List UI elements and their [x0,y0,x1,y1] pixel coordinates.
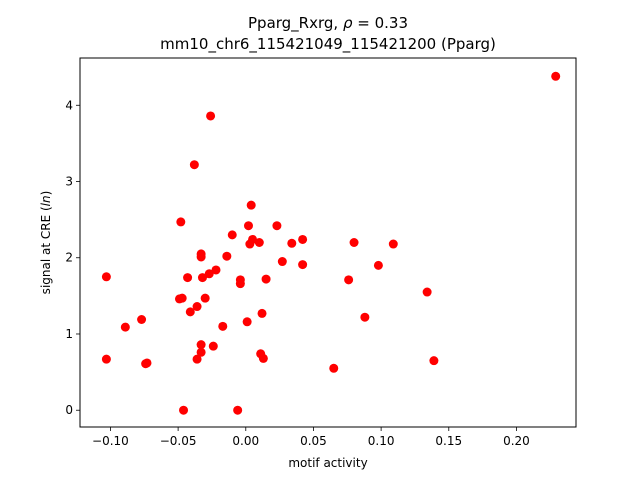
data-point [204,269,214,279]
data-point [189,160,199,170]
data-point [177,293,187,303]
data-point [137,315,147,325]
x-tick-label: 0.15 [435,434,462,448]
y-tick-label: 2 [65,251,73,265]
data-point [344,275,354,285]
data-point [233,405,243,415]
x-tick-label: 0.20 [503,434,530,448]
data-point [242,317,252,327]
x-tick-label: −0.05 [160,434,197,448]
data-point [551,71,561,81]
data-point [235,279,245,289]
data-point [349,238,359,247]
data-point [329,363,339,373]
data-point [208,341,218,351]
data-point [243,221,253,231]
data-point [254,238,264,247]
data-point [261,274,271,284]
data-point [101,354,111,364]
data-point [298,260,308,270]
data-point [200,293,210,303]
data-points [101,71,561,415]
data-point [196,252,206,262]
data-point [287,238,297,248]
data-point [258,353,268,363]
data-point [120,322,130,332]
data-point [277,257,287,267]
y-tick-label: 1 [65,327,73,341]
data-point [429,356,439,366]
data-point [176,217,186,227]
chart-title-line1: Pparg_Rxrg, ρ = 0.33 [248,14,408,33]
data-point [218,321,228,331]
data-point [227,230,237,240]
data-point [360,312,370,322]
y-tick-label: 4 [65,98,73,112]
data-point [197,273,207,283]
data-point [141,359,151,369]
data-point [179,405,189,415]
data-point [183,273,193,283]
chart-title-line2: mm10_chr6_115421049_115421200 (Pparg) [160,35,496,54]
plot-frame [79,57,577,428]
y-axis-label: signal at CRE (ln) [39,191,53,295]
data-point [257,308,267,318]
data-point [373,260,383,270]
data-point [272,221,282,231]
x-tick-label: 0.05 [300,434,327,448]
y-tick-label: 3 [65,175,73,189]
data-point [192,354,202,364]
x-tick-label: 0.10 [368,434,395,448]
data-point [196,347,206,357]
data-point [101,272,111,282]
data-point [245,239,255,249]
y-tick-label: 0 [65,403,73,417]
data-point [206,111,216,121]
x-axis-ticks: −0.10 −0.05 0.00 0.05 0.10 0.15 0.20 [92,427,530,448]
data-point [388,239,398,249]
data-point [298,234,308,244]
data-point [422,287,432,297]
data-point [192,302,202,312]
x-tick-label: −0.10 [92,434,129,448]
data-point [246,200,256,210]
data-point [222,251,232,261]
y-axis-ticks: 0 1 2 3 4 [65,98,80,417]
data-point [185,307,195,317]
x-axis-label: motif activity [288,456,367,470]
data-point [211,265,221,275]
x-tick-label: 0.00 [232,434,259,448]
data-point [196,340,206,350]
